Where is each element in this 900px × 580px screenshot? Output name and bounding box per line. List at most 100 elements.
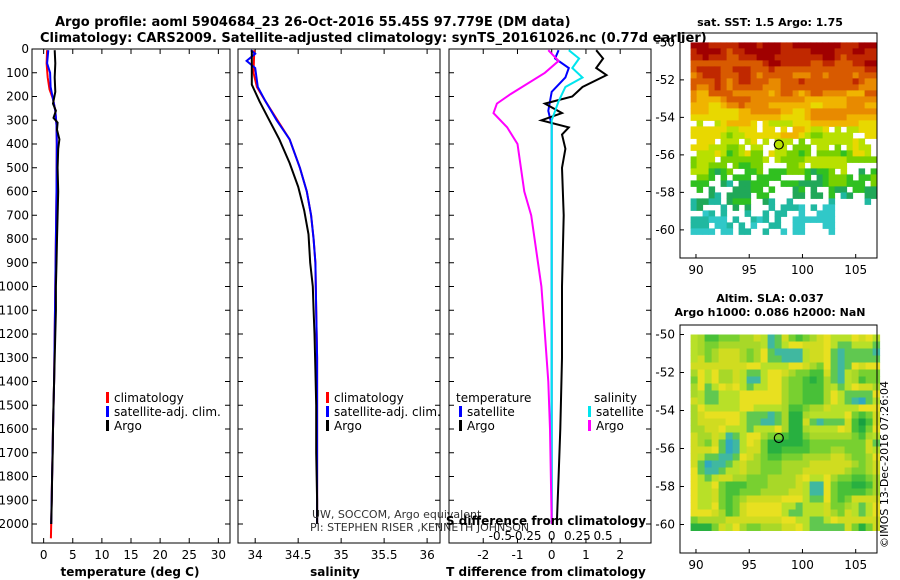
map-cell [725,376,734,384]
map-y-tick-label: -52 [655,366,675,380]
map-cell [756,150,764,157]
map-cell [746,474,755,482]
map-cell [846,180,854,187]
map-cell [746,404,755,412]
map-cell [767,453,776,461]
map-cell [725,481,734,489]
map-cell [750,54,758,61]
y-tick-label: 1500 [0,398,29,412]
map-cell [822,138,830,145]
map-cell [760,355,769,363]
map-cell [864,144,872,151]
map-cell [816,495,825,503]
map-cell [774,210,782,217]
map-cell [804,168,812,175]
map-cell [846,102,854,109]
map-cell [726,168,734,175]
map-cell [786,204,794,211]
map-cell [768,42,776,49]
map-cell [809,481,818,489]
map-cell [753,488,762,496]
map-cell [732,390,741,398]
map-cell [774,439,783,447]
map-cell [840,168,848,175]
map-cell [788,509,797,517]
map-cell [744,198,752,205]
map-cell [760,425,769,433]
map-cell [823,502,832,510]
map-cell [840,186,848,193]
map-cell [744,174,752,181]
map-cell [702,78,710,85]
map-cell [816,132,824,139]
map-cell [816,42,824,49]
map-cell [858,495,867,503]
map-y-tick-label: -58 [655,480,675,494]
map-cell [851,523,860,531]
map-cell [809,341,818,349]
map-cell [732,411,741,419]
map-cell [858,90,866,97]
s-difference-xlabel: S difference from climatology [446,514,646,528]
map-cell [816,168,824,175]
map-cell [725,446,734,454]
map-cell [816,192,824,199]
map-cell [788,446,797,454]
map-cell [804,114,812,121]
map-cell [732,96,740,103]
difference-panel: -2 -1 0 1 2-0.5-0.25 0 0.25 0.5 [448,48,652,562]
map-cell [744,54,752,61]
map-cell [823,369,832,377]
map-y-tick-label: -60 [655,518,675,532]
map-cell [804,48,812,55]
map-cell [837,467,846,475]
map-cell [834,90,842,97]
map-cell [858,390,867,398]
map-cell [768,54,776,61]
map-cell [830,460,839,468]
series-line-argo [250,50,319,524]
map-cell [702,132,710,139]
map-cell [744,162,752,169]
map-cell [690,132,698,139]
map-cell [837,474,846,482]
map-cell [786,162,794,169]
map-cell [696,90,704,97]
map-cell [840,108,848,115]
map-cell [739,376,748,384]
map-cell [780,138,788,145]
map-cell [774,84,782,91]
map-cell [750,126,758,133]
map-cell [823,474,832,482]
map-cell [840,66,848,73]
map-cell [738,180,746,187]
map-cell [828,114,836,121]
map-cell [690,502,699,510]
map-cell [711,390,720,398]
map-cell [870,108,878,115]
map-cell [865,369,874,377]
map-cell [739,362,748,370]
y-tick-label: 1600 [0,422,29,436]
map-cell [852,138,860,145]
map-cell [762,174,770,181]
map-cell [768,174,776,181]
map-cell [760,495,769,503]
map-cell [725,348,734,356]
map-cell [774,78,782,85]
map-cell [858,411,867,419]
map-cell [828,228,836,235]
map-cell [762,114,770,121]
map-cell [823,362,832,370]
map-cell [750,90,758,97]
sla-map-title: Altim. SLA: 0.037 [716,292,823,305]
map-cell [840,156,848,163]
map-cell [756,162,764,169]
map-cell [830,509,839,517]
map-cell [802,446,811,454]
map-cell [795,355,804,363]
map-cell [739,460,748,468]
map-cell [804,78,812,85]
map-cell [872,523,881,531]
